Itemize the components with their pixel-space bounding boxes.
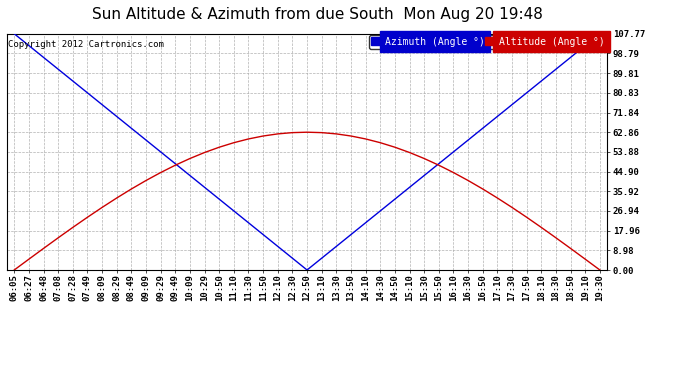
Text: Sun Altitude & Azimuth from due South  Mon Aug 20 19:48: Sun Altitude & Azimuth from due South Mo… bbox=[92, 8, 543, 22]
Text: Copyright 2012 Cartronics.com: Copyright 2012 Cartronics.com bbox=[8, 40, 164, 49]
Legend: Azimuth (Angle °), Altitude (Angle °): Azimuth (Angle °), Altitude (Angle °) bbox=[369, 35, 607, 49]
